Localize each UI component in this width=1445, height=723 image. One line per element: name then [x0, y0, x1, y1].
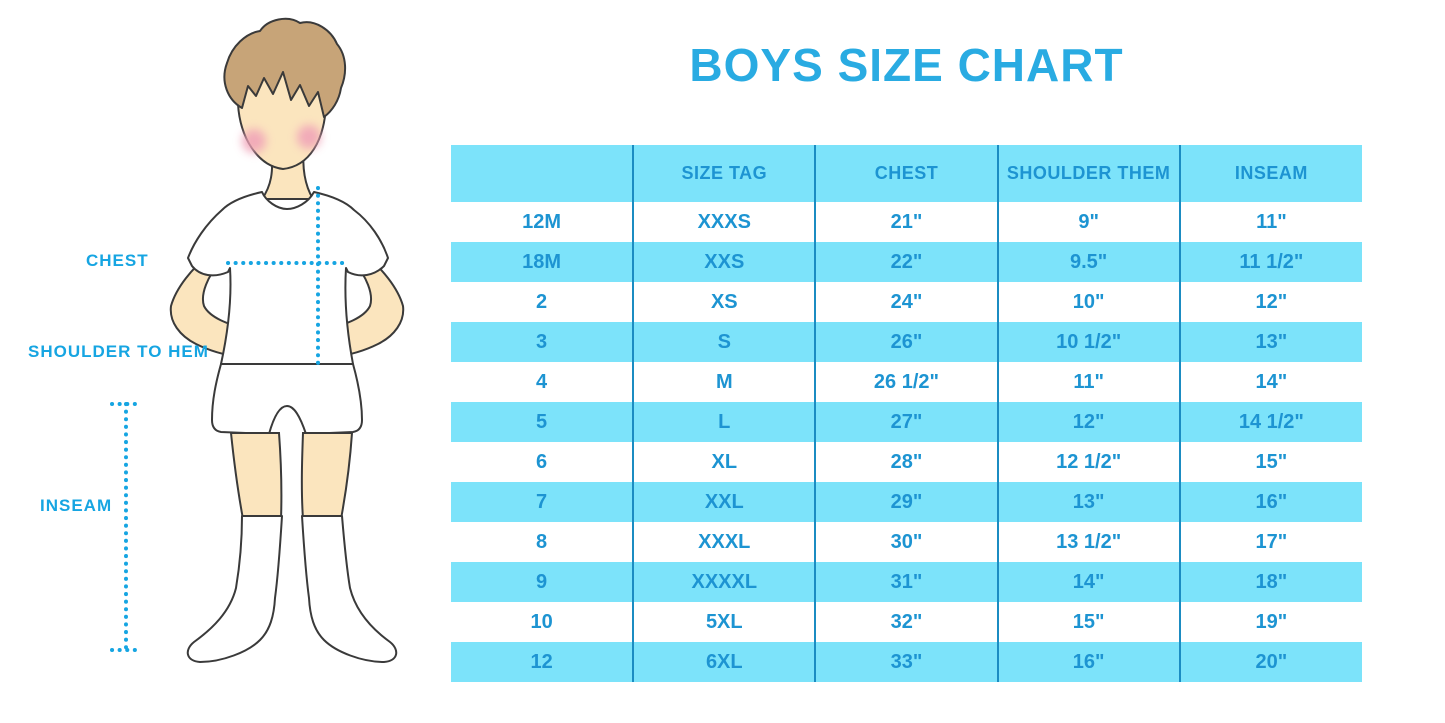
table-cell: XXXL: [632, 522, 816, 562]
table-cell: 13 1/2": [996, 522, 1180, 562]
table-cell: 11": [1178, 202, 1362, 242]
table-cell: 16": [1178, 482, 1362, 522]
table-row: 8 XXXL 30" 13 1/2" 17": [451, 522, 1362, 562]
table-cell: 12M: [522, 210, 562, 233]
table-row: 3 S 26" 10 1/2" 13": [451, 322, 1362, 362]
table-cell: 18M: [451, 242, 634, 282]
size-table-header: SIZE TAG CHEST SHOULDER THEM INSEAM: [451, 145, 1362, 202]
table-cell: 33": [814, 642, 998, 682]
table-cell: XXXS: [632, 202, 816, 242]
table-cell: 20": [1178, 642, 1362, 682]
table-cell: 15": [1178, 442, 1362, 482]
table-cell: 17": [1178, 522, 1362, 562]
column-header: [451, 145, 634, 202]
table-row: 5 L 27" 12" 14 1/2": [451, 402, 1362, 442]
table-row: 18M XXS 22" 9.5" 11 1/2": [451, 242, 1362, 282]
table-cell: L: [632, 402, 816, 442]
table-cell: 12": [1178, 282, 1362, 322]
table-cell: 22": [814, 242, 998, 282]
table-cell: 14": [996, 562, 1180, 602]
column-header: SIZE TAG: [632, 145, 816, 202]
table-cell: 12: [451, 642, 634, 682]
table-cell: 10": [996, 282, 1180, 322]
hair-shape: [223, 17, 347, 118]
table-cell: 3: [451, 322, 634, 362]
page-title: BOYS SIZE CHART: [689, 39, 1124, 91]
table-row: 10 5XL 32" 15" 19": [451, 602, 1362, 642]
table-cell: 29": [814, 482, 998, 522]
table-cell: 26 1/2": [814, 362, 998, 402]
table-cell: 5: [451, 402, 634, 442]
table-cell: 19": [1178, 602, 1362, 642]
boy-figure-illustration: [110, 17, 405, 663]
shoulder-to-hem-label: SHOULDER TO HEM: [28, 342, 209, 361]
blush-left: [242, 129, 266, 153]
table-row: 9 XXXXL 31" 14" 18": [451, 562, 1362, 602]
table-cell: 2: [536, 290, 548, 313]
table-cell: 9": [996, 202, 1180, 242]
table-cell: 32": [814, 602, 998, 642]
table-cell: 8: [536, 530, 548, 553]
table-cell: 9.5": [996, 242, 1180, 282]
table-row: 7 XXL 29" 13" 16": [451, 482, 1362, 522]
left-leg-shape: [229, 432, 283, 520]
right-sock-shape: [301, 515, 398, 663]
left-sock-shape: [186, 515, 283, 663]
table-row: 6 XL 28" 12 1/2" 15": [451, 442, 1362, 482]
table-cell: 16": [996, 642, 1180, 682]
table-cell: 27": [814, 402, 998, 442]
column-header: SHOULDER THEM: [996, 145, 1180, 202]
table-cell: 11": [996, 362, 1180, 402]
table-cell: XXXXL: [632, 562, 816, 602]
table-cell: 14 1/2": [1178, 402, 1362, 442]
table-cell: XS: [632, 282, 816, 322]
inseam-label: INSEAM: [40, 496, 113, 515]
right-leg-shape: [300, 432, 354, 520]
table-row: 12 6XL 33" 16" 20": [451, 642, 1362, 682]
table-cell: XXS: [632, 242, 816, 282]
table-cell: 7: [451, 482, 634, 522]
table-cell: 6XL: [632, 642, 816, 682]
size-table: SIZE TAG CHEST SHOULDER THEM INSEAM 12M XXXS…: [451, 145, 1362, 682]
size-table-body: 12M XXXS 21" 9" 11" 18M XXS 22" 9.5" 11 1/2" 2 XS 24…: [451, 202, 1362, 682]
table-cell: 24": [814, 282, 998, 322]
header-row: SIZE TAG CHEST SHOULDER THEM INSEAM: [451, 145, 1362, 202]
table-cell: 14": [1178, 362, 1362, 402]
table-cell: XL: [632, 442, 816, 482]
table-cell: 12": [996, 402, 1180, 442]
tshirt-shape: [187, 191, 389, 365]
table-row: 12M XXXS 21" 9" 11": [451, 202, 1362, 242]
table-cell: 28": [814, 442, 998, 482]
column-header: CHEST: [814, 145, 998, 202]
table-cell: M: [632, 362, 816, 402]
table-cell: 9: [451, 562, 634, 602]
table-cell: 12 1/2": [996, 442, 1180, 482]
table-cell: 31": [814, 562, 998, 602]
column-header: INSEAM: [1178, 145, 1362, 202]
table-cell: 18": [1178, 562, 1362, 602]
table-cell: 21": [814, 202, 998, 242]
table-cell: 13": [996, 482, 1180, 522]
table-cell: 4: [536, 370, 548, 393]
blush-right: [297, 125, 321, 149]
table-cell: 11 1/2": [1178, 242, 1362, 282]
chest-label: CHEST: [86, 251, 149, 270]
table-cell: XXL: [632, 482, 816, 522]
shorts-shape: [211, 363, 363, 435]
table-cell: 30": [814, 522, 998, 562]
table-cell: S: [632, 322, 816, 362]
table-cell: 26": [814, 322, 998, 362]
table-cell: 10 1/2": [996, 322, 1180, 362]
table-cell: 10: [530, 610, 553, 633]
table-row: 4 M 26 1/2" 11" 14": [451, 362, 1362, 402]
table-cell: 13": [1178, 322, 1362, 362]
table-cell: 15": [996, 602, 1180, 642]
table-row: 2 XS 24" 10" 12": [451, 282, 1362, 322]
table-cell: 5XL: [632, 602, 816, 642]
table-cell: 6: [536, 450, 548, 473]
